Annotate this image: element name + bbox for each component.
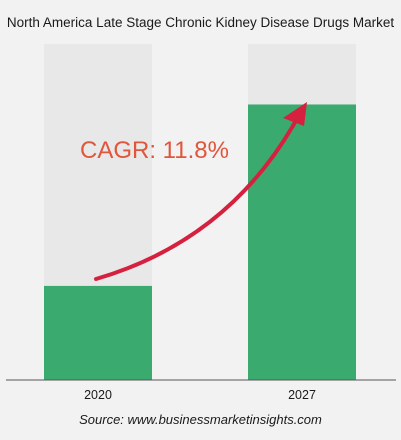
growth-arrow-head <box>283 102 307 126</box>
bars <box>44 104 356 380</box>
growth-arrow <box>94 102 307 281</box>
x-tick-labels: 2020 2027 <box>84 388 316 402</box>
x-tick-label-2027: 2027 <box>288 388 316 402</box>
bar-2027 <box>248 104 356 380</box>
x-tick-label-2020: 2020 <box>84 388 112 402</box>
cagr-annotation: CAGR: 11.8% <box>80 137 229 164</box>
bar-2020 <box>44 285 152 380</box>
chart-title: North America Late Stage Chronic Kidney … <box>6 15 395 30</box>
growth-arrow-shaft <box>94 115 300 281</box>
source-note: Source: www.businessmarketinsights.com <box>79 412 322 427</box>
